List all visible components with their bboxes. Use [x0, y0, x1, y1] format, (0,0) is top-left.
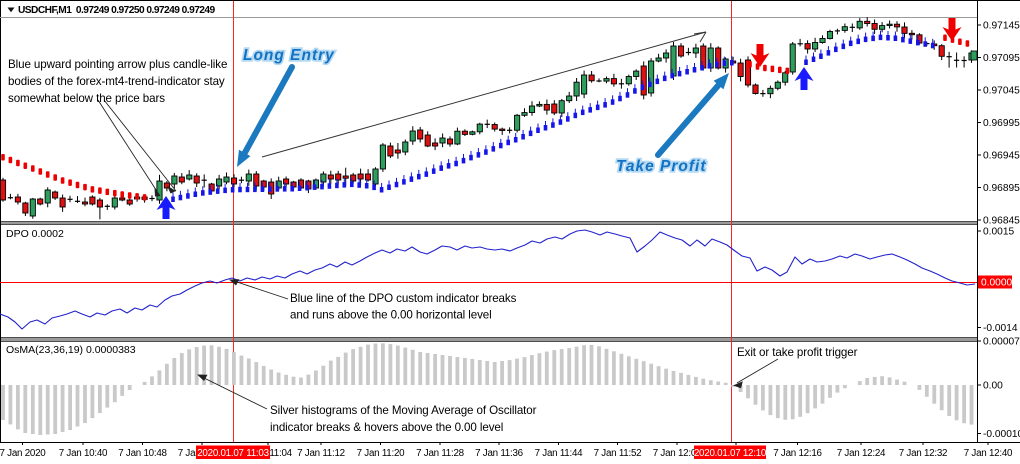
- svg-text:Take Profit: Take Profit: [616, 158, 707, 175]
- svg-text:and runs above the 0.00 horizo: and runs above the 0.00 horizontal level: [290, 309, 492, 322]
- svg-text:7 Jan 11:20: 7 Jan 11:20: [357, 448, 406, 459]
- svg-text:USDCHF,M1 0.97249 0.97250 0.9: USDCHF,M1 0.97249 0.97250 0.97249 0.9724…: [18, 5, 216, 16]
- svg-text:7 Jan 12:24: 7 Jan 12:24: [837, 448, 886, 459]
- svg-text:0.0000781: 0.0000781: [983, 337, 1020, 348]
- svg-text:bodies of the forex-mt4-trend-: bodies of the forex-mt4-trend-indicator …: [8, 75, 225, 88]
- svg-text:Blue upward pointing arrow plu: Blue upward pointing arrow plus candle-l…: [8, 58, 227, 71]
- svg-text:7 Jan 12:32: 7 Jan 12:32: [899, 448, 947, 459]
- svg-text:Blue line of the DPO custom in: Blue line of the DPO custom indicator br…: [290, 292, 517, 305]
- svg-text:7 Jan 10:48: 7 Jan 10:48: [118, 448, 167, 459]
- svg-text:7 Jan 11:36: 7 Jan 11:36: [475, 448, 524, 459]
- svg-text:7 Jan 11:12: 7 Jan 11:12: [297, 448, 345, 459]
- svg-text:7 Jan 11:52: 7 Jan 11:52: [594, 448, 642, 459]
- svg-text:Exit or take profit trigger: Exit or take profit trigger: [737, 346, 858, 359]
- svg-text:7 Jan 10:40: 7 Jan 10:40: [59, 448, 108, 459]
- svg-text:0.96845: 0.96845: [983, 216, 1020, 227]
- svg-text:7 Jan 11:44: 7 Jan 11:44: [535, 448, 584, 459]
- svg-text:0.96945: 0.96945: [983, 151, 1020, 162]
- svg-text:Long Entry: Long Entry: [243, 47, 335, 64]
- svg-text:somewhat below the price bars: somewhat below the price bars: [8, 92, 165, 105]
- svg-text:0.0000: 0.0000: [981, 277, 1012, 288]
- svg-text:7 Jan 12:16: 7 Jan 12:16: [773, 448, 822, 459]
- svg-text:Silver histograms of the Movin: Silver histograms of the Moving Average …: [270, 404, 537, 417]
- svg-text:7 Jan 2020: 7 Jan 2020: [0, 448, 46, 459]
- svg-text:7 Jan 12:00: 7 Jan 12:00: [653, 448, 702, 459]
- svg-text:0.97095: 0.97095: [983, 53, 1020, 64]
- svg-text:-0.0014: -0.0014: [983, 323, 1018, 334]
- svg-text:0.0015: 0.0015: [983, 227, 1014, 238]
- svg-text:DPO 0.0002: DPO 0.0002: [6, 228, 64, 240]
- svg-text:OsMA(23,36,19) 0.0000383: OsMA(23,36,19) 0.0000383: [6, 344, 136, 356]
- svg-text:indicator breaks & hovers abov: indicator breaks & hovers above the 0.00…: [270, 421, 503, 434]
- svg-text:2020.01.07 12:10: 2020.01.07 12:10: [694, 448, 767, 459]
- svg-text:-0.000100: -0.000100: [983, 429, 1020, 440]
- svg-text:0.97045: 0.97045: [983, 86, 1020, 97]
- svg-text:0.97145: 0.97145: [983, 21, 1020, 32]
- svg-text:0.96995: 0.96995: [983, 118, 1020, 129]
- svg-text:2020.01.07 11:03: 2020.01.07 11:03: [197, 448, 269, 459]
- svg-text:7 Jan 11:28: 7 Jan 11:28: [416, 448, 465, 459]
- svg-text:0.00: 0.00: [983, 381, 1003, 392]
- svg-text:7 Jan 12:40: 7 Jan 12:40: [964, 448, 1013, 459]
- svg-text:0.96895: 0.96895: [983, 183, 1020, 194]
